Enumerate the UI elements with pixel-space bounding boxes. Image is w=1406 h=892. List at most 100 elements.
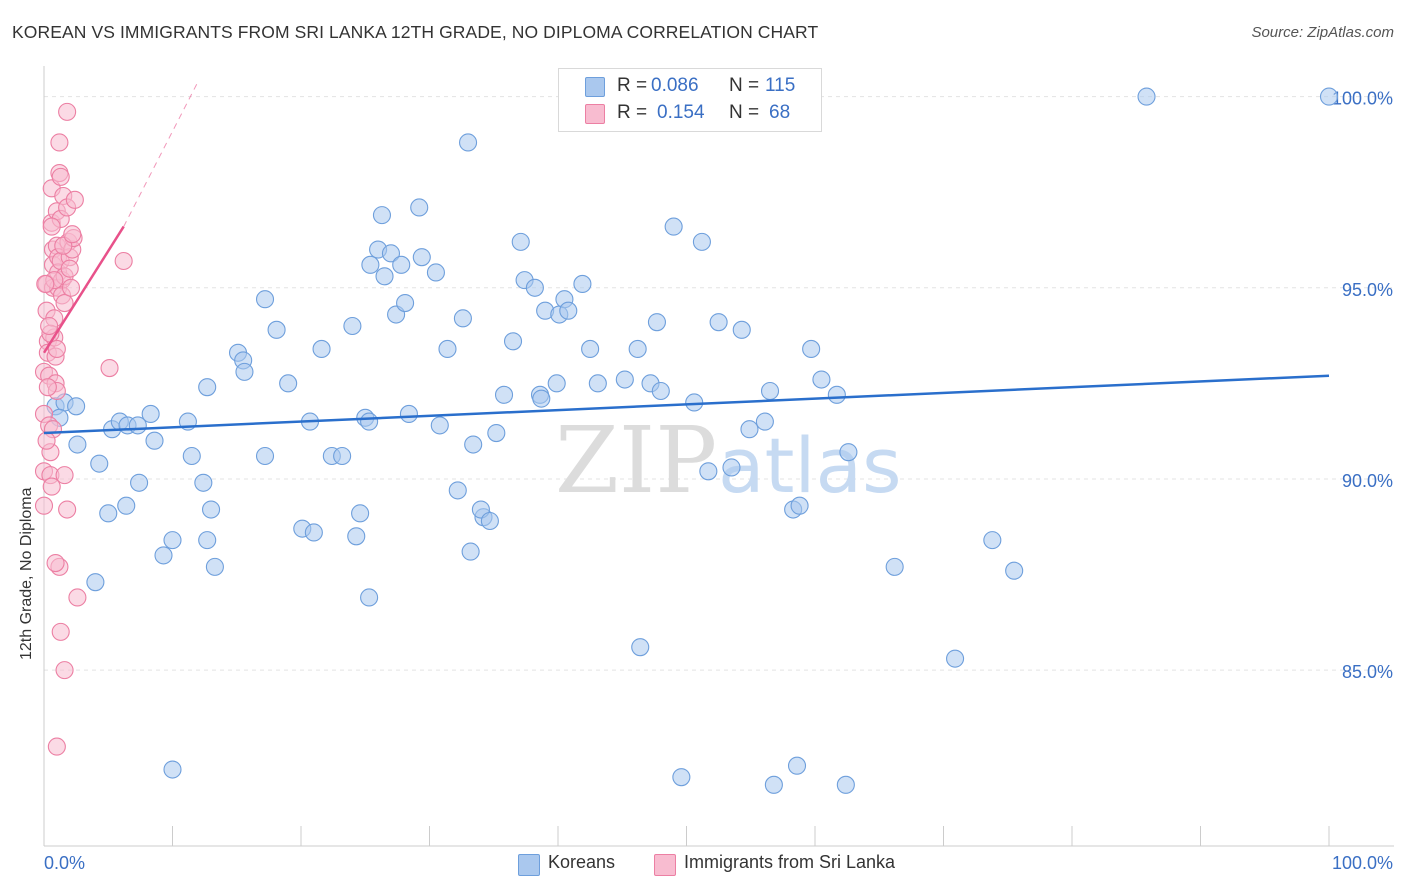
gridlines — [44, 96, 1394, 671]
y-tick-label: 85.0% — [1342, 662, 1393, 682]
korean-point — [494, 385, 514, 404]
trend-lines — [42, 81, 1330, 435]
korean-point — [1137, 87, 1156, 106]
korean-point — [532, 389, 551, 408]
korean-point — [760, 381, 780, 401]
korean-point — [351, 504, 370, 523]
korean-point — [581, 339, 600, 358]
source-credit: Source: ZipAtlas.com — [1251, 24, 1394, 41]
korean-point — [381, 244, 401, 263]
legend-r-value: 0.086 — [651, 75, 699, 96]
korean-point — [312, 339, 331, 358]
korean-point — [347, 527, 366, 546]
korean-point — [1005, 561, 1024, 580]
srilanka-point — [58, 102, 77, 121]
koreans-points — [46, 87, 1339, 794]
korean-point — [372, 206, 392, 225]
korean-point — [1319, 87, 1339, 106]
korean-point — [410, 198, 429, 217]
korean-point — [827, 385, 846, 404]
legend-r-value: 0.154 — [657, 102, 705, 123]
legend-n-value: 115 — [765, 75, 796, 96]
korean-point — [202, 500, 221, 519]
srilanka-point — [51, 167, 70, 186]
srilanka-point — [50, 133, 69, 152]
bottom-legend-label-srilanka: Immigrants from Sri Lanka — [684, 852, 896, 872]
srilanka-point — [46, 554, 65, 573]
korean-point — [647, 313, 666, 332]
srilanka-point — [55, 294, 74, 313]
korean-point — [983, 531, 1002, 550]
korean-point — [839, 443, 858, 462]
korean-point — [90, 454, 109, 473]
korean-point — [480, 511, 499, 531]
korean-point — [235, 362, 254, 381]
korean-point — [699, 462, 718, 481]
korean-point — [732, 320, 751, 339]
korean-point — [396, 294, 415, 313]
chart-title: KOREAN VS IMMIGRANTS FROM SRI LANKA 12TH… — [12, 22, 819, 42]
korean-point — [375, 267, 394, 286]
korean-point — [664, 217, 683, 236]
korean-point — [588, 374, 607, 393]
korean-point — [651, 381, 670, 401]
korean-point — [130, 473, 149, 492]
srilanka-point — [36, 274, 55, 293]
korean-point — [67, 397, 86, 416]
stats-legend: R = 0.086 N = 115 R = 0.154 N = 68 — [558, 68, 822, 132]
korean-point — [205, 557, 224, 576]
korean-point — [392, 255, 411, 274]
korean-point — [755, 412, 774, 431]
korean-point — [740, 420, 759, 439]
x-axis-ticks — [172, 826, 1330, 846]
korean-point — [430, 416, 449, 435]
korean-point — [722, 458, 741, 477]
legend-r-label: R = — [617, 75, 648, 96]
srilanka-point — [60, 259, 79, 278]
korean-point — [360, 588, 379, 607]
korean-point — [511, 232, 530, 251]
srilanka-point — [42, 477, 61, 496]
srilanka-point — [61, 278, 81, 297]
korean-point — [99, 504, 118, 523]
bottom-legend-label-koreans: Koreans — [548, 852, 616, 872]
srilanka-trend-line — [42, 225, 125, 354]
y-axis-tick-labels: 85.0% 90.0% 95.0% 100.0% — [1332, 89, 1393, 683]
korean-point — [194, 473, 213, 492]
legend-r-label: R = — [617, 102, 648, 123]
korean-point — [573, 274, 592, 293]
srilanka-point — [55, 661, 74, 680]
korean-point — [279, 374, 298, 393]
korean-point — [198, 531, 217, 550]
korean-point — [154, 546, 173, 565]
x-tick-label-min: 0.0% — [44, 853, 85, 873]
srilanka-point — [100, 359, 119, 378]
korean-point — [198, 378, 217, 397]
korean-point — [487, 424, 506, 443]
y-tick-label: 100.0% — [1332, 89, 1393, 109]
korean-point — [559, 301, 578, 320]
y-axis-label: 12th Grade, No Diploma — [18, 487, 35, 660]
korean-point — [68, 435, 87, 454]
korean-point — [802, 339, 821, 358]
korean-point — [836, 775, 855, 794]
legend-n-value: 68 — [769, 102, 791, 123]
korean-point — [547, 374, 566, 393]
korean-point — [461, 542, 480, 561]
korean-point — [764, 775, 783, 794]
bottom-legend-swatch-koreans — [518, 854, 540, 876]
srilanka-point — [42, 217, 61, 236]
korean-point — [141, 404, 160, 423]
korean-point — [343, 316, 362, 336]
korean-point — [145, 431, 164, 450]
y-tick-label: 95.0% — [1342, 280, 1393, 300]
bottom-legend-swatch-srilanka — [654, 854, 676, 876]
korean-point — [525, 278, 544, 297]
korean-point — [255, 446, 275, 466]
korean-point — [86, 573, 105, 592]
legend-n-label: N = — [729, 75, 760, 96]
korean-point — [672, 768, 691, 787]
srilanka-point — [47, 339, 66, 358]
korean-point — [304, 523, 323, 542]
